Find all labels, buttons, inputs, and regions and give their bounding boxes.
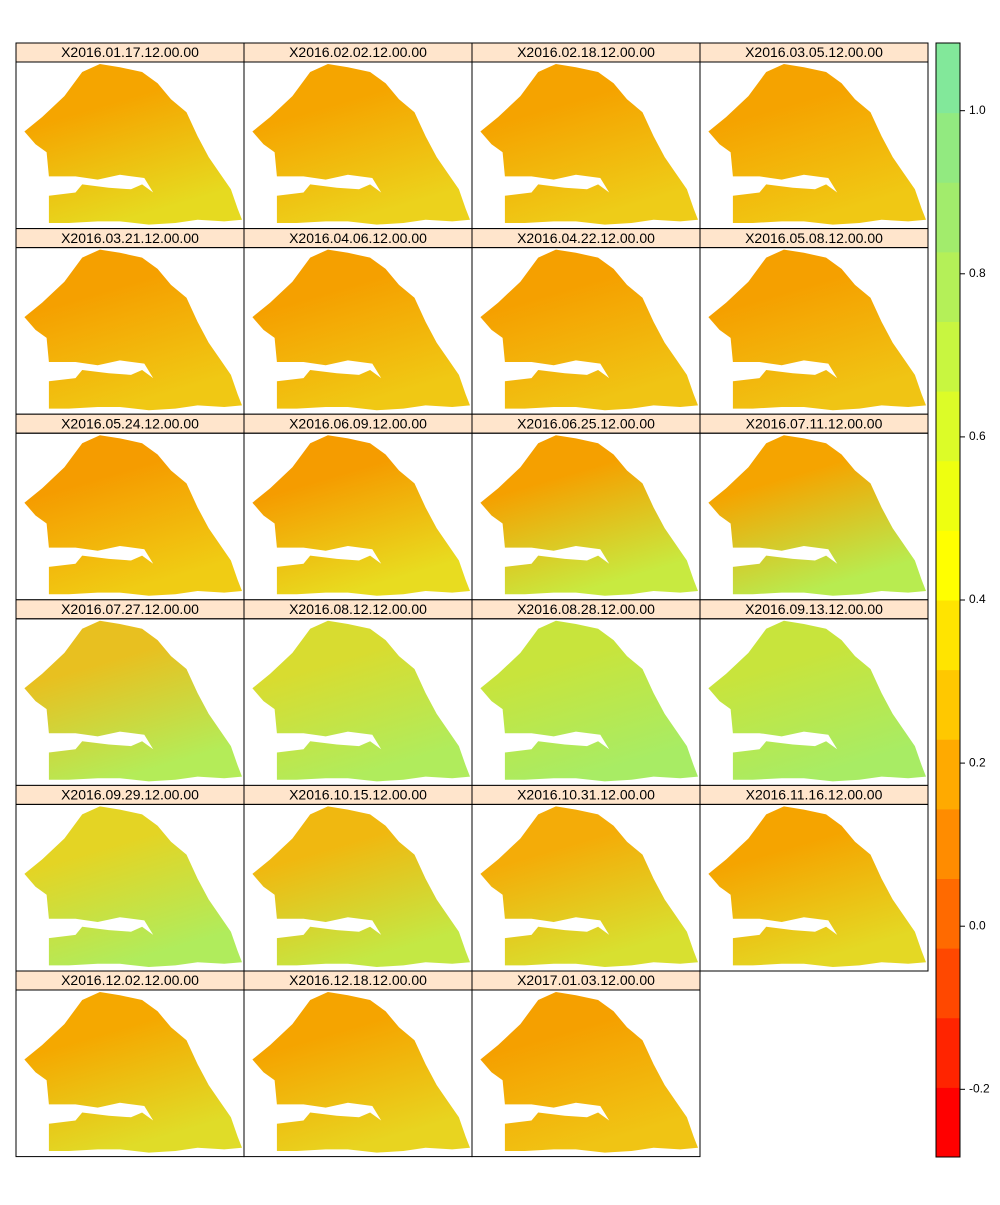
- panel-title: X2016.03.21.12.00.00: [61, 230, 199, 246]
- colorbar-bin: [936, 43, 960, 114]
- colorbar-bin: [936, 391, 960, 462]
- colorbar-bin: [936, 600, 960, 671]
- panel-title: X2016.02.02.12.00.00: [289, 44, 427, 60]
- colorbar-bin: [936, 182, 960, 253]
- panel-title: X2016.08.12.12.00.00: [289, 601, 427, 617]
- map-raster: [480, 806, 698, 967]
- colorbar-bin: [936, 1017, 960, 1088]
- panel-title: X2016.06.09.12.00.00: [289, 415, 427, 431]
- colorbar-bin: [936, 321, 960, 392]
- panel-title: X2016.09.29.12.00.00: [61, 787, 199, 803]
- colorbar-bin: [936, 1087, 960, 1158]
- map-raster: [480, 249, 698, 411]
- panel-title: X2016.04.22.12.00.00: [517, 230, 655, 246]
- tick-label: -0.2: [969, 1081, 990, 1095]
- map-raster: [708, 64, 926, 225]
- tick-label: 0.0: [969, 918, 986, 932]
- panel-title: X2016.06.25.12.00.00: [517, 415, 655, 431]
- map-raster: [252, 620, 470, 782]
- tick-label: 0.6: [969, 429, 986, 443]
- panel-title: X2016.11.16.12.00.00: [746, 787, 883, 803]
- tick-label: 0.2: [969, 755, 986, 769]
- colorbar-bin: [936, 251, 960, 322]
- map-raster: [480, 620, 698, 782]
- map-raster: [480, 992, 698, 1153]
- map-raster: [708, 620, 926, 782]
- colorbar-bin: [936, 530, 960, 601]
- panel-title: X2016.09.13.12.00.00: [745, 601, 883, 617]
- panel-title: X2016.08.28.12.00.00: [517, 601, 655, 617]
- panel-title: X2016.10.15.12.00.00: [289, 787, 427, 803]
- colorbar-bin: [936, 669, 960, 740]
- colorbar-bin: [936, 808, 960, 879]
- colorbar-bin: [936, 460, 960, 531]
- panel-title: X2016.05.08.12.00.00: [745, 230, 883, 246]
- panel-title: X2016.07.11.12.00.00: [746, 415, 883, 431]
- tick-label: 1.0: [969, 103, 986, 117]
- map-raster: [24, 435, 243, 596]
- tick-label: 0.8: [969, 266, 986, 280]
- colorbar-bin: [936, 878, 960, 949]
- tick-label: 0.4: [969, 592, 986, 606]
- map-raster: [480, 64, 698, 225]
- map-raster: [480, 435, 698, 596]
- map-raster: [24, 806, 243, 967]
- map-raster: [24, 249, 243, 411]
- map-raster: [252, 249, 470, 411]
- panel-title: X2017.01.03.12.00.00: [517, 972, 655, 988]
- colorbar-bin: [936, 739, 960, 810]
- colorbar-bin: [936, 112, 960, 183]
- panel-title: X2016.02.18.12.00.00: [517, 44, 655, 60]
- map-raster: [24, 620, 243, 782]
- map-raster: [24, 64, 243, 225]
- map-raster: [252, 64, 470, 225]
- map-raster: [252, 992, 470, 1153]
- panel-title: X2016.01.17.12.00.00: [61, 44, 199, 60]
- panel-title: X2016.04.06.12.00.00: [289, 230, 427, 246]
- panel-frame: [471, 989, 701, 1158]
- panel-title: X2016.10.31.12.00.00: [517, 787, 655, 803]
- panel-title: X2016.12.18.12.00.00: [289, 972, 427, 988]
- map-raster: [708, 249, 926, 411]
- panel-frame: [699, 803, 929, 972]
- map-raster: [252, 806, 470, 967]
- map-raster: [708, 435, 926, 596]
- map-raster: [252, 435, 470, 596]
- panel-title: X2016.12.02.12.00.00: [61, 972, 199, 988]
- panel-title: X2016.05.24.12.00.00: [61, 415, 199, 431]
- panel-title: X2016.07.27.12.00.00: [61, 601, 199, 617]
- panel-title: X2016.03.05.12.00.00: [745, 44, 883, 60]
- map-raster: [708, 806, 926, 967]
- colorbar-bin: [936, 948, 960, 1019]
- map-raster: [24, 992, 243, 1153]
